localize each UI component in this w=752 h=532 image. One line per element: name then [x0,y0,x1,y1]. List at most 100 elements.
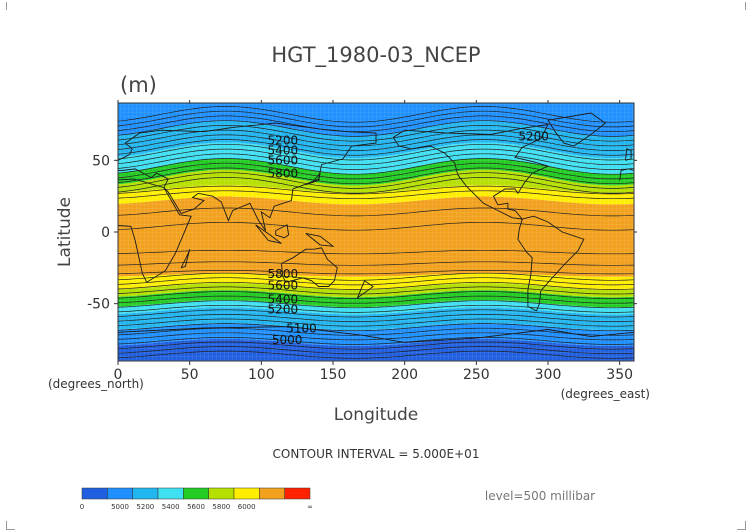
colorbar-swatch [132,487,159,500]
contour-line [118,110,634,128]
x-tick-label: 200 [391,367,418,383]
contour-label: 5100 [286,321,317,335]
corner-mark-bottom-left [6,521,15,530]
x-tick-label: 250 [463,367,490,383]
contour-line [118,120,634,137]
y-tick-label: 0 [101,225,110,241]
contour-line [118,134,634,151]
coastline [280,247,338,287]
colorbar-swatch [81,487,108,500]
coastline [180,249,191,269]
contour-label: 5800 [268,267,299,281]
y-axis-label: Latitude [55,197,75,267]
colorbar-swatch [157,487,184,500]
contour-line [118,314,634,322]
colorbar-swatch [259,487,285,500]
contour-line [118,148,634,166]
contour-line [118,249,634,255]
x-tick-label: 150 [320,367,347,383]
y-tick-label: -50 [87,297,110,313]
coastline [305,172,321,186]
contour-line [118,346,634,355]
contour-line [118,261,634,266]
colorbar-label: 0 [80,503,84,511]
contour-line [118,286,634,295]
contour-labels: 5200 520054005600580058005600540052005100… [268,129,549,347]
corner-mark-top-right [737,2,746,10]
contour-line [118,162,634,180]
contour-line [118,332,634,341]
contour-line [118,153,634,170]
contour-line [118,270,634,275]
contour-line [118,143,634,161]
contour-line [118,177,634,194]
contour-line [118,185,634,195]
contour-line [118,323,634,332]
y-axis-ticks: 50 0 -50 [87,153,637,313]
contour-line [118,291,634,299]
colorbar-swatch [107,487,133,500]
colorbar-label: 5200 [136,503,154,511]
contour-line [118,172,634,189]
contour-line [118,272,634,281]
contour-label: 5200 [268,303,299,317]
colorbar-label: 5800 [212,503,230,511]
colorbar-label: 5400 [162,503,180,511]
contour-line [118,309,634,318]
x-axis-label: Longitude [334,405,419,425]
colorbar-label: 5000 [111,503,129,511]
contour-line [118,129,634,147]
contour-label: 5000 [272,333,303,347]
contour-lines [118,106,634,359]
x-unit-note: (degrees_east) [561,387,650,401]
contour-line [118,304,634,313]
coastline [619,168,634,181]
x-tick-label: 100 [248,367,275,383]
x-axis-ticks: 0 50 100 150 200 250 300 350 [114,100,633,383]
colorbar-label: 5600 [187,503,205,511]
contour-line [118,327,634,336]
contour-label: 5200 [268,134,299,148]
chart-title: HGT_1980-03_NCEP [271,43,480,68]
colorbar-label: ∞ [307,503,313,511]
contour-line [118,295,634,304]
x-tick-label: 300 [535,367,562,383]
units-label: (m) [120,73,157,97]
contour-line [118,125,634,142]
contour-line [118,341,634,350]
coastline [547,112,607,147]
colorbar-label: 6000 [238,503,256,511]
contour-line [118,318,634,327]
contour-line [118,281,634,290]
contour-line [118,337,634,345]
x-tick-label: 350 [606,367,633,383]
contour-label: 5600 [268,154,299,168]
coastline [118,178,192,283]
contour-line [118,300,634,309]
y-unit-note: (degrees_north) [48,377,144,391]
corner-mark-top-left [6,2,15,10]
x-tick-label: 0 [114,367,123,383]
contour-line [118,167,634,185]
coastline [392,123,550,220]
contour-line [118,115,634,132]
coastline [255,224,282,244]
colorbar-swatch [284,487,311,500]
colorbar-swatch [208,487,235,500]
coastline [305,232,335,247]
colorbar: 0 5000 5200 5400 5600 5800 6000 ∞ [80,487,313,511]
contour-label: 5400 [268,144,299,158]
contour-label: 5800 [268,167,299,181]
contour-line [118,221,634,231]
level-text: level=500 millibar [485,489,595,503]
y-tick-label: 50 [92,153,110,169]
contour-line [118,190,634,200]
contour-line [118,139,634,156]
contour-line [118,106,634,123]
contour-label: 5200 [518,129,549,143]
x-tick-label: 50 [181,367,199,383]
contour-line [118,277,634,286]
colorbar-swatch [233,487,260,500]
corner-mark-bottom-right [737,521,746,530]
